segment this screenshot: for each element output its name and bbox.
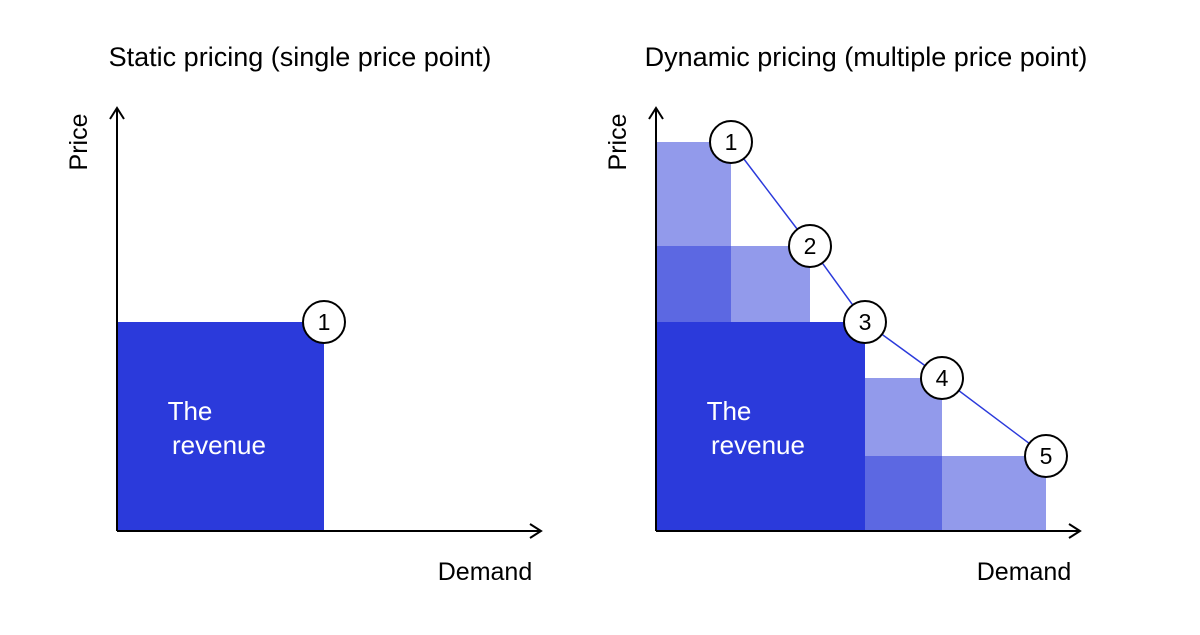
static-price-point-marker: 1: [302, 300, 346, 344]
marker-number: 2: [804, 233, 817, 259]
dynamic-price-point-marker-5: 5: [1024, 434, 1068, 478]
dynamic-y-arrow-icon: [648, 106, 664, 120]
static-revenue-label-line2: revenue: [172, 430, 266, 460]
dynamic-price-point-marker-4: 4: [920, 356, 964, 400]
marker-circle: [1024, 434, 1068, 478]
marker-number: 3: [859, 309, 872, 335]
marker-circle: [843, 300, 887, 344]
dynamic-revenue-label-line2: revenue: [711, 430, 805, 460]
static-pricing-title: Static pricing (single price point): [109, 42, 492, 72]
dynamic-revenue-label-line1: The: [707, 396, 752, 426]
static-y-axis-label: Price: [65, 114, 93, 171]
dynamic-revenue-area: [656, 322, 865, 531]
dynamic-x-axis-label: Demand: [977, 558, 1072, 586]
static-x-arrow-icon: [529, 523, 543, 539]
dynamic-block-step1-overlap: [656, 246, 731, 322]
dynamic-y-axis-label: Price: [604, 114, 632, 171]
dynamic-x-arrow-icon: [1068, 523, 1082, 539]
static-revenue-area: [117, 322, 324, 531]
static-x-axis-label: Demand: [438, 558, 533, 586]
static-pricing-panel: Static pricing (single price point) The …: [65, 42, 543, 586]
static-y-arrow-icon: [109, 106, 125, 120]
dynamic-block-step4-overlap: [865, 456, 942, 531]
marker-circle: [788, 224, 832, 268]
dynamic-price-point-marker-1: 1: [709, 120, 753, 164]
marker-circle: [302, 300, 346, 344]
dynamic-pricing-title: Dynamic pricing (multiple price point): [645, 42, 1088, 72]
marker-number: 5: [1040, 443, 1053, 469]
static-revenue-label-line1: The: [168, 396, 213, 426]
marker-number: 1: [725, 129, 738, 155]
marker-number: 4: [936, 365, 949, 391]
marker-circle: [920, 356, 964, 400]
marker-circle: [709, 120, 753, 164]
dynamic-price-point-marker-3: 3: [843, 300, 887, 344]
marker-number: 1: [318, 309, 331, 335]
dynamic-pricing-panel: Dynamic pricing (multiple price point) T…: [604, 42, 1087, 586]
dynamic-price-point-marker-2: 2: [788, 224, 832, 268]
